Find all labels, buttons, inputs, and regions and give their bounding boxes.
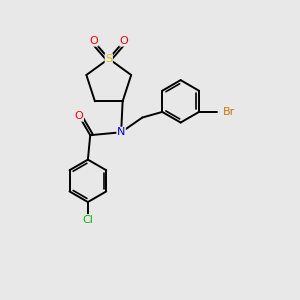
Text: O: O [120,36,128,46]
Text: Br: Br [223,107,236,117]
Text: Cl: Cl [82,215,93,225]
Text: O: O [89,36,98,46]
Text: N: N [117,127,125,137]
Text: S: S [105,54,112,64]
Text: O: O [75,111,83,121]
